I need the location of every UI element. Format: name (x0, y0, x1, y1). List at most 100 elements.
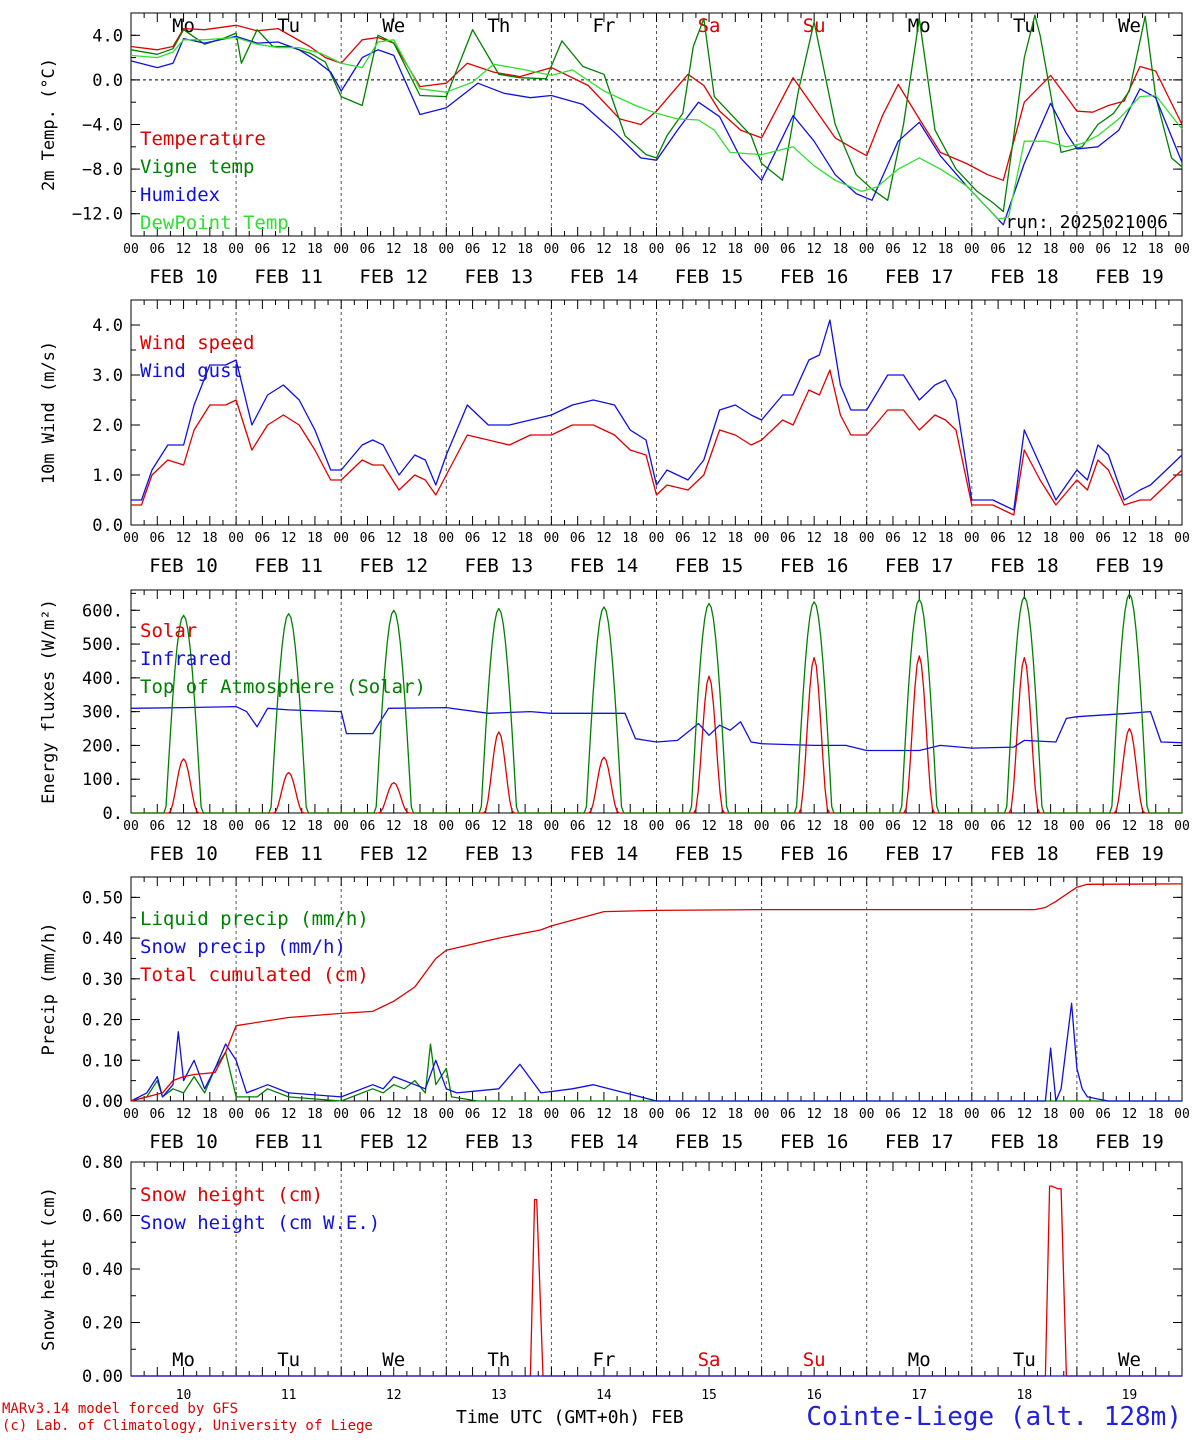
precip-series-total-cumulated-cm (130, 883, 1183, 1102)
temp-hour-label: 06 (885, 242, 901, 257)
energy-ytick-label: 600. (82, 601, 123, 621)
wind-hour-label: 06 (990, 531, 1006, 546)
snow-weekday-label: Mo (172, 1349, 195, 1371)
temp-hour-label: 00 (438, 242, 454, 257)
wind-hour-label: 18 (1148, 531, 1164, 546)
temp-ytick-label: −4.0 (82, 116, 123, 136)
temp-hour-label: 00 (544, 242, 560, 257)
energy-date-label: FEB 14 (570, 843, 639, 865)
precip-hour-label: 00 (333, 1107, 349, 1122)
wind-frame (130, 299, 1183, 526)
precip-ytick-label: 0.40 (82, 929, 123, 949)
energy-hour-label: 12 (596, 819, 612, 834)
precip-ytick-label: 0.20 (82, 1011, 123, 1031)
precip-hour-label: 06 (360, 1107, 376, 1122)
precip-hour-label: 00 (649, 1107, 665, 1122)
snow-day-number: 10 (176, 1388, 192, 1403)
energy-hour-label: 06 (255, 819, 271, 834)
energy-series-infrared (130, 705, 1183, 752)
temp-hour-label: 12 (911, 242, 927, 257)
snow-ylabel: Snow height (cm) (39, 1187, 59, 1351)
temp-hour-label: 12 (701, 242, 717, 257)
temp-hour-label: 12 (596, 242, 612, 257)
energy-legend-item: Top of Atmosphere (Solar) (140, 676, 426, 698)
energy-ytick-label: 0. (103, 804, 123, 824)
temp-date-label: FEB 14 (570, 266, 639, 288)
precip-hour-label: 00 (438, 1107, 454, 1122)
precip-series-snow-precip-mm-h (130, 1002, 1182, 1102)
energy-hour-label: 18 (517, 819, 533, 834)
energy-hour-label: 00 (649, 819, 665, 834)
energy-hour-label: 00 (438, 819, 454, 834)
temp-weekday-label: Su (803, 15, 826, 37)
snow-day-number: 19 (1122, 1388, 1138, 1403)
wind-hour-label: 18 (202, 531, 218, 546)
wind-date-label: FEB 12 (359, 555, 428, 577)
temp-hour-label: 12 (806, 242, 822, 257)
wind-hour-label: 18 (517, 531, 533, 546)
temp-weekday-label: Tu (1013, 15, 1036, 37)
precip-date-label: FEB 15 (675, 1131, 744, 1153)
energy-date-label: FEB 19 (1095, 843, 1164, 865)
temp-hour-label: 12 (1017, 242, 1033, 257)
energy-ytick-label: 200. (82, 736, 123, 756)
temp-hour-label: 06 (149, 242, 165, 257)
energy-hour-label: 18 (202, 819, 218, 834)
temp-legend-item: Humidex (140, 184, 220, 206)
wind-hour-label: 18 (307, 531, 323, 546)
energy-ytick-label: 400. (82, 669, 123, 689)
precip-hour-label: 12 (491, 1107, 507, 1122)
energy-hour-label: 12 (176, 819, 192, 834)
wind-ytick-label: 1.0 (92, 466, 123, 486)
temp-hour-label: 06 (1095, 242, 1111, 257)
station-name: Cointe-Liege (alt. 128m) (806, 1402, 1182, 1432)
temp-date-label: FEB 19 (1095, 266, 1164, 288)
precip-hour-label: 18 (622, 1107, 638, 1122)
temp-hour-label: 18 (938, 242, 954, 257)
snow-weekday-label: Sa (698, 1349, 721, 1371)
energy-date-label: FEB 15 (675, 843, 744, 865)
energy-hour-label: 18 (1043, 819, 1059, 834)
temp-hour-label: 00 (964, 242, 980, 257)
energy-hour-label: 18 (412, 819, 428, 834)
energy-date-label: FEB 17 (885, 843, 954, 865)
temp-hour-label: 12 (1122, 242, 1138, 257)
temp-hour-label: 00 (754, 242, 770, 257)
energy-ytick-label: 100. (82, 770, 123, 790)
wind-hour-label: 12 (701, 531, 717, 546)
wind-legend-item: Wind gust (140, 360, 243, 382)
temp-weekday-label: We (1118, 15, 1141, 37)
energy-hour-label: 00 (1069, 819, 1085, 834)
temp-hour-label: 18 (517, 242, 533, 257)
energy-legend-item: Infrared (140, 648, 232, 670)
temp-hour-label: 18 (1148, 242, 1164, 257)
precip-hour-label: 06 (149, 1107, 165, 1122)
snow-weekday-label: Su (803, 1349, 826, 1371)
energy-hour-label: 06 (465, 819, 481, 834)
precip-hour-label: 00 (754, 1107, 770, 1122)
snow-ytick-label: 0.40 (82, 1260, 123, 1280)
energy-date-label: FEB 18 (990, 843, 1059, 865)
temp-hour-label: 06 (675, 242, 691, 257)
energy-hour-label: 00 (859, 819, 875, 834)
precip-hour-label: 00 (964, 1107, 980, 1122)
precip-hour-label: 18 (202, 1107, 218, 1122)
wind-date-label: FEB 10 (149, 555, 218, 577)
wind-hour-label: 00 (754, 531, 770, 546)
temp-hour-label: 00 (1069, 242, 1085, 257)
credit-lab: (c) Lab. of Climatology, University of L… (2, 1418, 373, 1434)
energy-hour-label: 00 (1174, 819, 1190, 834)
wind-hour-label: 12 (806, 531, 822, 546)
temp-weekday-label: Tu (277, 15, 300, 37)
energy-hour-label: 12 (386, 819, 402, 834)
energy-hour-label: 12 (1122, 819, 1138, 834)
precip-hour-label: 18 (1043, 1107, 1059, 1122)
snow-day-number: 12 (386, 1388, 402, 1403)
temp-legend-item: Temperature (140, 128, 266, 150)
energy-date-label: FEB 12 (359, 843, 428, 865)
temp-hour-label: 18 (622, 242, 638, 257)
precip-hour-label: 12 (176, 1107, 192, 1122)
temp-weekday-label: Mo (172, 15, 195, 37)
wind-hour-label: 12 (281, 531, 297, 546)
precip-hour-label: 00 (1069, 1107, 1085, 1122)
